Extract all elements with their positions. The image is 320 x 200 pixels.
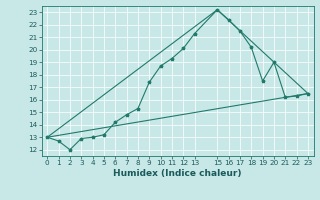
X-axis label: Humidex (Indice chaleur): Humidex (Indice chaleur) (113, 169, 242, 178)
